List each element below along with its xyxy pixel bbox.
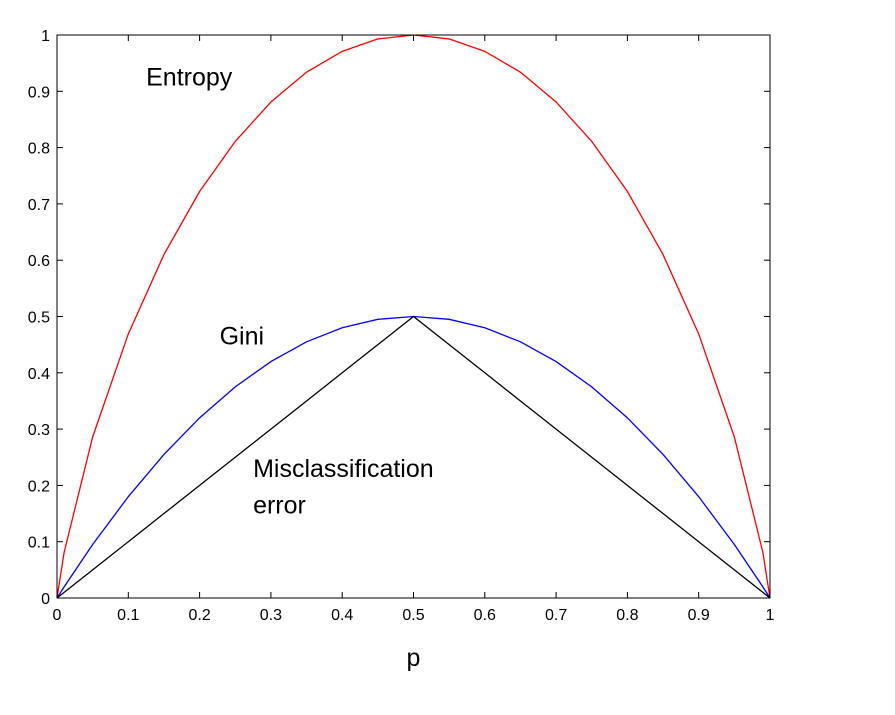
series-line-misclassification-error [56, 315, 771, 599]
y-tick-label: 0.5 [28, 310, 50, 327]
ticks-layer: 0 0.1 0.2 0.3 0.4 0.5 0.6 0.7 0.8 0.9 1 0 0.1 0.2 0.3 0… [28, 28, 775, 624]
x-axis-label: p [407, 644, 421, 672]
x-tick-label: 0 [53, 607, 62, 624]
y-tick-label: 0.1 [28, 535, 50, 552]
x-tick-label: 0.2 [188, 607, 210, 624]
series-layer [56, 34, 771, 599]
y-tick-label: 0.9 [28, 84, 50, 101]
y-tick-label: 0.8 [28, 141, 50, 158]
x-tick-label: 0.8 [616, 607, 638, 624]
x-tick-label: 0.7 [545, 607, 567, 624]
y-tick-label: 0.3 [28, 422, 50, 439]
x-tick-label: 0.9 [688, 607, 710, 624]
y-tick-label: 0 [41, 591, 50, 608]
x-tick-label: 1 [766, 607, 775, 624]
x-tick-label: 0.6 [474, 607, 496, 624]
gini-label: Gini [220, 323, 264, 351]
x-tick-label: 0.1 [117, 607, 139, 624]
misclassification-label-line1: Misclassification [253, 455, 434, 483]
y-tick-label: 0.2 [28, 478, 50, 495]
y-tick-label: 0.6 [28, 253, 50, 270]
x-tick-label: 0.3 [260, 607, 282, 624]
x-tick-label: 0.5 [402, 607, 424, 624]
annotations-layer: Entropy Gini Misclassification error [146, 64, 434, 520]
y-tick-label: 1 [41, 28, 50, 45]
misclassification-label-line2: error [253, 492, 306, 520]
entropy-label: Entropy [146, 64, 233, 92]
y-tick-label: 0.7 [28, 197, 50, 214]
y-tick-label: 0.4 [28, 366, 50, 383]
x-tick-label: 0.4 [331, 607, 353, 624]
